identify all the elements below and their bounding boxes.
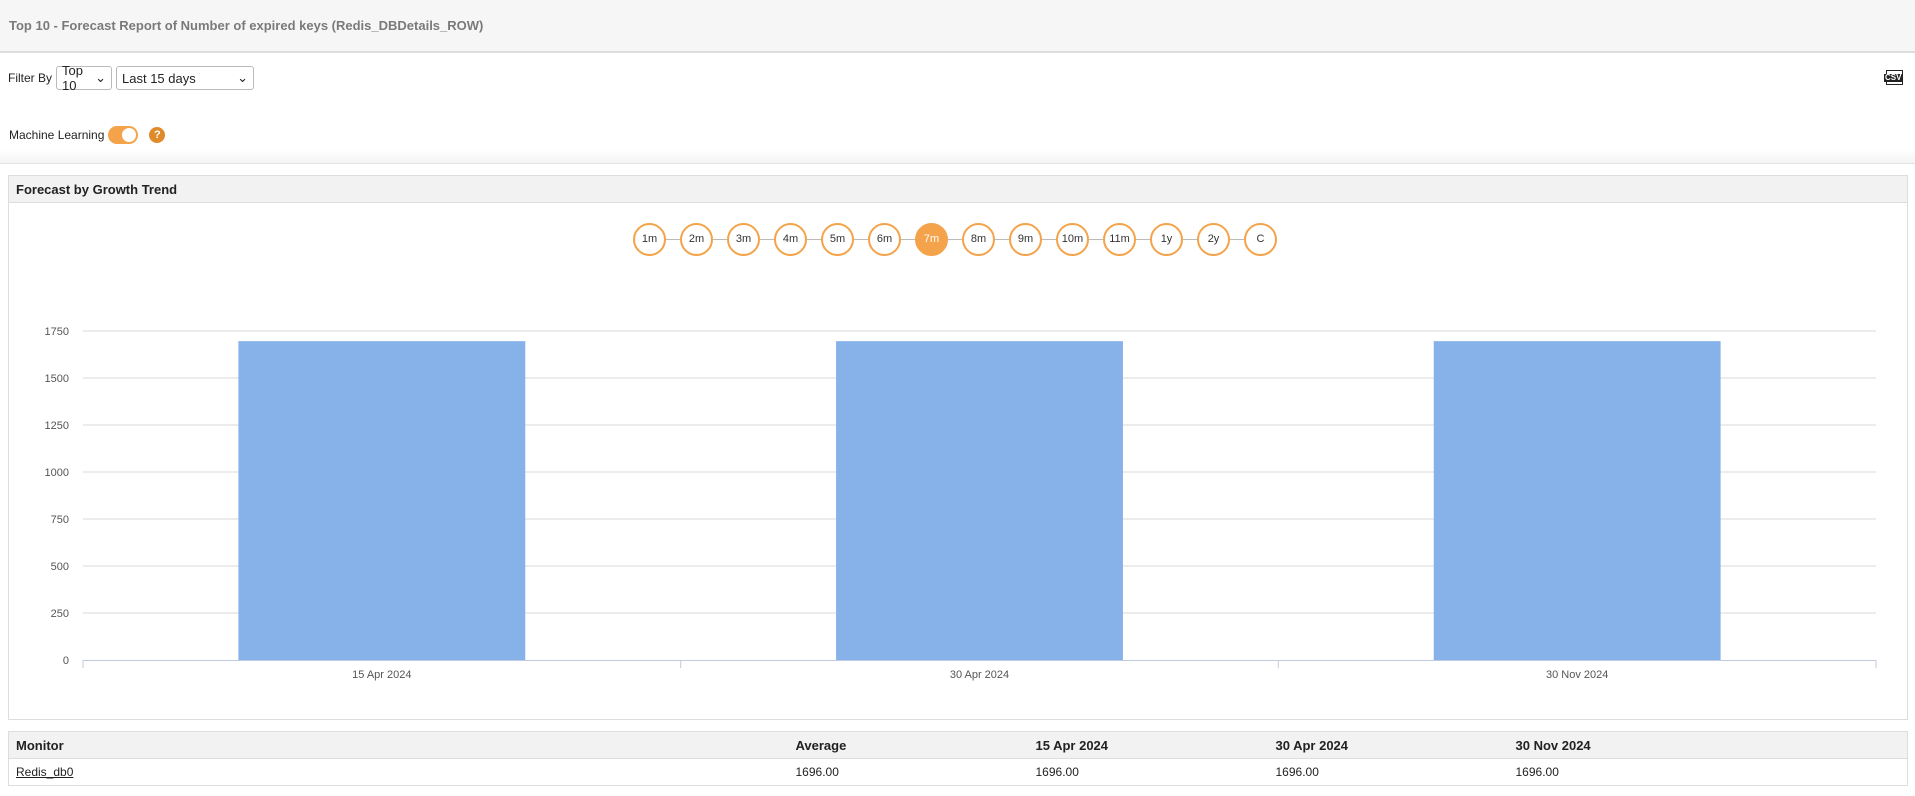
step-connector <box>713 239 727 240</box>
table-cell: Redis_db0 <box>9 759 789 786</box>
step-connector <box>1230 239 1244 240</box>
step-connector <box>995 239 1009 240</box>
page-title: Top 10 - Forecast Report of Number of ex… <box>9 18 484 33</box>
forecast-panel: Forecast by Growth Trend 1m 2m 3m 4m 5m 6m 7m 8… <box>8 175 1908 720</box>
step-3m[interactable]: 3m <box>727 223 760 256</box>
step-2y[interactable]: 2y <box>1197 223 1230 256</box>
chevron-down-icon: ⌄ <box>95 70 107 85</box>
csv-export-icon[interactable]: CSV <box>1884 70 1903 85</box>
y-tick-label: 1250 <box>45 420 69 432</box>
step-connector <box>1183 239 1197 240</box>
step-1y[interactable]: 1y <box>1150 223 1183 256</box>
x-tick-label: 15 Apr 2024 <box>352 669 411 681</box>
ml-toggle[interactable] <box>108 126 139 144</box>
y-tick-label: 0 <box>63 655 69 667</box>
csv-label: CSV <box>1884 73 1903 82</box>
period-select[interactable]: Last 15 days ⌄ <box>116 66 255 90</box>
step-4m[interactable]: 4m <box>774 223 807 256</box>
step-connector <box>948 239 962 240</box>
table-cell: 1696.00 <box>1275 765 1319 779</box>
table-cell: 1696.00 <box>1515 765 1559 779</box>
filter-label: Filter By <box>8 71 53 85</box>
chevron-down-icon: ⌄ <box>237 70 249 85</box>
forecast-period-steps: 1m 2m 3m 4m 5m 6m 7m 8m 9m 10m 11m 1y 2y C <box>633 223 1277 256</box>
bar-chart: 0 250 500 750 1000 1250 1500 1750 15 Apr 2024 30 … <box>45 326 1877 681</box>
y-tick-label: 500 <box>51 561 69 573</box>
x-tick-label: 30 Nov 2024 <box>1546 669 1608 681</box>
y-tick-label: 1750 <box>45 326 69 338</box>
bar-30-Apr-2024 <box>836 341 1123 660</box>
step-6m[interactable]: 6m <box>868 223 901 256</box>
table-header-row: Monitor Average 15 Apr 2024 30 Apr 2024 30 N… <box>8 731 1908 759</box>
bar-15-Apr-2024 <box>238 341 526 660</box>
step-connector <box>854 239 868 240</box>
step-connector <box>1136 239 1150 240</box>
top-select-value: Top 10 <box>62 63 83 93</box>
divider <box>0 150 1915 164</box>
help-icon[interactable]: ? <box>149 127 166 143</box>
step-1m[interactable]: 1m <box>633 223 666 256</box>
step-connector <box>807 239 821 240</box>
y-tick-label: 250 <box>51 608 69 620</box>
step-7m[interactable]: 7m <box>915 223 948 256</box>
column-header: 30 Apr 2024 <box>1268 731 1509 759</box>
bar-30-Nov-2024 <box>1433 341 1721 660</box>
step-11m[interactable]: 11m <box>1103 223 1136 256</box>
column-header: Monitor <box>8 731 789 759</box>
step-connector <box>1089 239 1103 240</box>
monitor-link[interactable]: Redis_db0 <box>16 765 74 779</box>
column-header: 15 Apr 2024 <box>1028 731 1269 759</box>
machine-learning-row: Machine Learning ? <box>9 126 166 144</box>
step-connector <box>760 239 774 240</box>
step-5m[interactable]: 5m <box>821 223 854 256</box>
step-C[interactable]: C <box>1244 223 1277 256</box>
step-2m[interactable]: 2m <box>680 223 713 256</box>
report-header: Top 10 - Forecast Report of Number of ex… <box>0 0 1915 53</box>
table-cell: 1696.00 <box>1035 765 1079 779</box>
y-tick-label: 1000 <box>45 467 69 479</box>
y-tick-label: 1500 <box>45 373 69 385</box>
top-select[interactable]: Top 10 ⌄ <box>56 63 113 93</box>
step-connector <box>901 239 915 240</box>
period-select-value: Last 15 days <box>122 70 196 86</box>
forecast-table: Monitor Average 15 Apr 2024 30 Apr 2024 30 N… <box>8 731 1908 786</box>
y-tick-label: 750 <box>51 514 69 526</box>
table-row: Redis_db0 1696.00 1696.00 1696.00 1696.00 <box>9 759 1908 786</box>
table-cell: 1696.00 <box>795 765 839 779</box>
step-10m[interactable]: 10m <box>1056 223 1089 256</box>
column-header: 30 Nov 2024 <box>1508 731 1908 759</box>
step-9m[interactable]: 9m <box>1009 223 1042 256</box>
step-connector <box>666 239 680 240</box>
step-8m[interactable]: 8m <box>962 223 995 256</box>
x-tick-label: 30 Apr 2024 <box>950 669 1009 681</box>
step-connector <box>1042 239 1056 240</box>
ml-label: Machine Learning <box>9 128 105 142</box>
column-header: Average <box>788 731 1029 759</box>
filter-bar: Filter By Top 10 ⌄ Last 15 days ⌄ <box>8 63 255 93</box>
panel-title: Forecast by Growth Trend <box>9 176 1907 203</box>
